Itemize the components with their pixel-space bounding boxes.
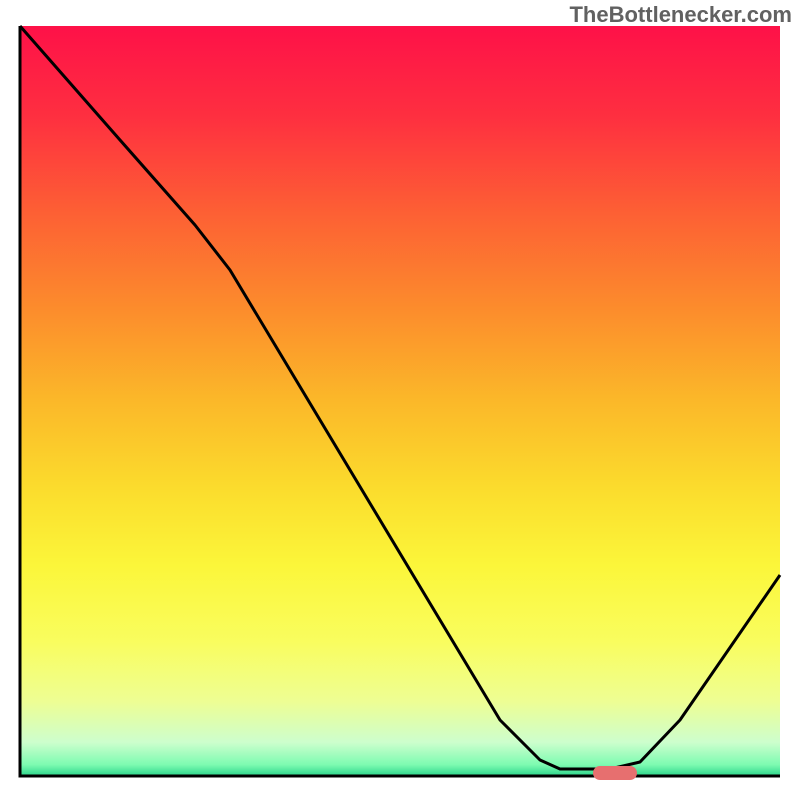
- chart-background: [20, 26, 780, 776]
- watermark-text: TheBottlenecker.com: [569, 2, 792, 28]
- bottleneck-chart: TheBottlenecker.com: [0, 0, 800, 800]
- optimal-marker: [593, 766, 637, 780]
- chart-svg: [0, 0, 800, 800]
